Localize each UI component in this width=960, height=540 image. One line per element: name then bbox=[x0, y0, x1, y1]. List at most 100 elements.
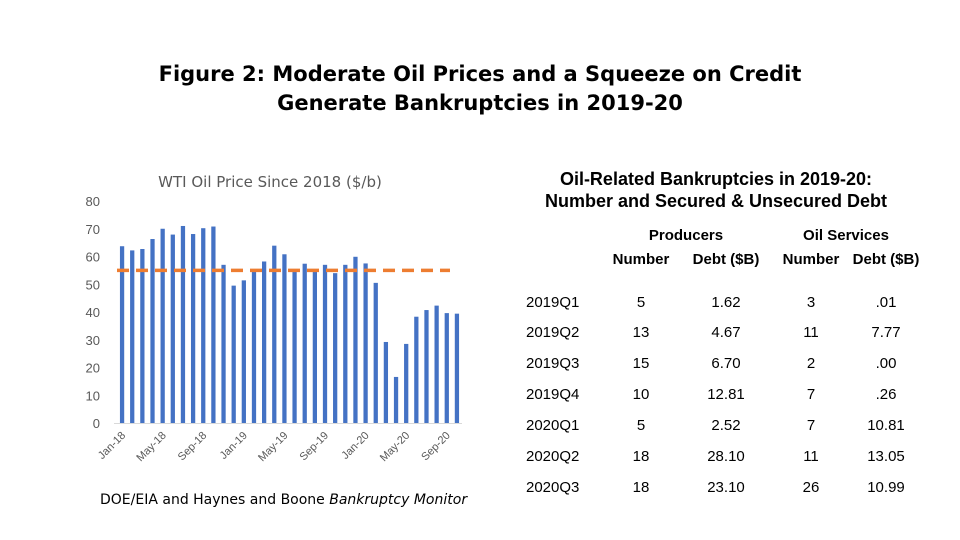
table-row: 2019Q3 15 6.70 2 .00 bbox=[516, 348, 921, 379]
quarter-cell: 2019Q4 bbox=[526, 386, 580, 403]
y-tick-label: 60 bbox=[86, 250, 100, 265]
group-header-producers: Producers bbox=[648, 227, 724, 244]
value-cell: 18 bbox=[632, 448, 650, 465]
value-cell: 18 bbox=[632, 479, 650, 496]
price-bar bbox=[424, 310, 429, 423]
price-bar bbox=[119, 246, 125, 423]
y-tick-label: 70 bbox=[86, 222, 100, 237]
table-row: 2020Q1 5 2.52 7 10.81 bbox=[516, 410, 921, 441]
value-cell: 3 bbox=[806, 294, 816, 311]
value-cell: 10.99 bbox=[867, 479, 905, 496]
value-cell: 7 bbox=[806, 417, 816, 434]
price-bar bbox=[454, 313, 460, 423]
table-row: 2019Q2 13 4.67 11 7.77 bbox=[516, 317, 921, 348]
value-cell: 10.81 bbox=[867, 417, 905, 434]
price-bar bbox=[160, 228, 165, 423]
price-bar bbox=[190, 234, 196, 423]
price-bar bbox=[262, 261, 267, 423]
table-title: Oil-Related Bankruptcies in 2019-20: Num… bbox=[500, 168, 932, 212]
value-cell: .00 bbox=[875, 355, 897, 372]
price-bar bbox=[373, 282, 378, 423]
value-cell: 11 bbox=[803, 324, 819, 341]
source-note: DOE/EIA and Haynes and Boone Bankruptcy … bbox=[100, 492, 467, 508]
price-bar bbox=[414, 316, 419, 423]
source-prefix: DOE/EIA and Haynes and Boone bbox=[100, 492, 330, 508]
bankruptcy-table: Producers Oil Services Number Debt ($B) … bbox=[516, 224, 921, 503]
quarter-cell: 2019Q3 bbox=[526, 355, 580, 372]
y-tick-label: 40 bbox=[86, 305, 100, 320]
table-row: 2020Q2 18 28.10 11 13.05 bbox=[516, 441, 921, 472]
price-bar bbox=[444, 313, 449, 423]
x-axis: Jan-18 May-18 Sep-18 Jan-19 May-19 Sep-19 Jan-… bbox=[96, 423, 462, 464]
table-row: 2020Q3 18 23.10 26 10.99 bbox=[516, 472, 921, 503]
quarter-cell: 2020Q2 bbox=[526, 448, 580, 465]
figure-title-line-1: Figure 2: Moderate Oil Prices and a Sque… bbox=[158, 62, 802, 86]
x-tick-label: May-18 bbox=[134, 430, 168, 464]
price-bar bbox=[211, 226, 216, 423]
price-bar bbox=[363, 263, 368, 423]
table-row: 2019Q1 5 1.62 3 .01 bbox=[516, 271, 921, 317]
price-bar bbox=[282, 254, 287, 423]
y-tick-label: 50 bbox=[86, 277, 100, 292]
value-cell: 23.10 bbox=[707, 479, 745, 496]
corner-cell bbox=[516, 247, 601, 271]
y-tick-label: 20 bbox=[86, 361, 100, 376]
price-bar bbox=[180, 225, 186, 423]
y-axis: 0 10 20 30 40 50 60 70 80 bbox=[86, 194, 100, 431]
x-tick-label: Jan-19 bbox=[218, 430, 250, 462]
value-cell: 2.52 bbox=[711, 417, 741, 434]
price-bar bbox=[292, 271, 297, 423]
value-cell: 13.05 bbox=[867, 448, 905, 465]
value-cell: 1.62 bbox=[711, 294, 741, 311]
value-cell: 7 bbox=[806, 386, 816, 403]
column-header: Number bbox=[782, 250, 840, 268]
value-cell: .26 bbox=[875, 386, 897, 403]
x-tick-label: May-19 bbox=[256, 430, 290, 464]
price-bar bbox=[241, 280, 246, 423]
value-cell: 28.10 bbox=[707, 448, 745, 465]
price-bar bbox=[434, 305, 439, 423]
y-tick-label: 80 bbox=[86, 194, 100, 209]
x-tick-label: Jan-20 bbox=[339, 430, 371, 462]
value-cell: 5 bbox=[636, 417, 646, 434]
price-bar bbox=[353, 256, 358, 423]
price-bar bbox=[130, 250, 135, 423]
price-bar bbox=[404, 343, 409, 423]
figure-title: Figure 2: Moderate Oil Prices and a Sque… bbox=[80, 60, 880, 118]
price-bar bbox=[383, 341, 389, 423]
source-italic: Bankruptcy Monitor bbox=[329, 492, 468, 508]
value-cell: 15 bbox=[632, 355, 650, 372]
quarter-cell: 2020Q3 bbox=[526, 479, 580, 496]
price-bar bbox=[302, 263, 307, 423]
value-cell: 13 bbox=[632, 324, 650, 341]
value-cell: 10 bbox=[632, 386, 650, 403]
chart-title: WTI Oil Price Since 2018 ($/b) bbox=[158, 173, 382, 191]
x-tick-label: Sep-20 bbox=[419, 430, 453, 464]
value-cell: 11 bbox=[803, 448, 819, 465]
price-bar bbox=[251, 270, 257, 423]
price-bar bbox=[322, 264, 328, 423]
value-cell: 2 bbox=[806, 355, 816, 372]
price-bar bbox=[170, 234, 175, 423]
price-bar bbox=[333, 273, 338, 423]
y-tick-label: 30 bbox=[86, 333, 100, 348]
value-cell: 5 bbox=[636, 294, 646, 311]
figure-title-line-2: Generate Bankruptcies in 2019-20 bbox=[277, 91, 683, 115]
price-bar bbox=[150, 239, 155, 423]
group-header-oil-services: Oil Services bbox=[803, 227, 889, 244]
y-tick-label: 10 bbox=[86, 388, 100, 403]
corner-cell bbox=[516, 224, 601, 247]
table-title-line-1: Oil-Related Bankruptcies in 2019-20: bbox=[559, 169, 873, 189]
price-bar bbox=[140, 249, 145, 423]
value-cell: 4.67 bbox=[711, 324, 741, 341]
x-tick-label: Jan-18 bbox=[96, 430, 128, 462]
table-row: 2019Q4 10 12.81 7 .26 bbox=[516, 379, 921, 410]
table-title-line-2: Number and Secured & Unsecured Debt bbox=[544, 191, 888, 211]
y-tick-label: 0 bbox=[93, 416, 100, 431]
quarter-cell: 2019Q2 bbox=[526, 324, 580, 341]
wti-price-chart: WTI Oil Price Since 2018 ($/b) 0 10 20 30 40… bbox=[86, 173, 462, 464]
value-cell: 7.77 bbox=[871, 324, 901, 341]
value-cell: .01 bbox=[875, 294, 897, 311]
x-tick-label: Sep-19 bbox=[298, 430, 332, 464]
price-bar bbox=[272, 245, 277, 423]
